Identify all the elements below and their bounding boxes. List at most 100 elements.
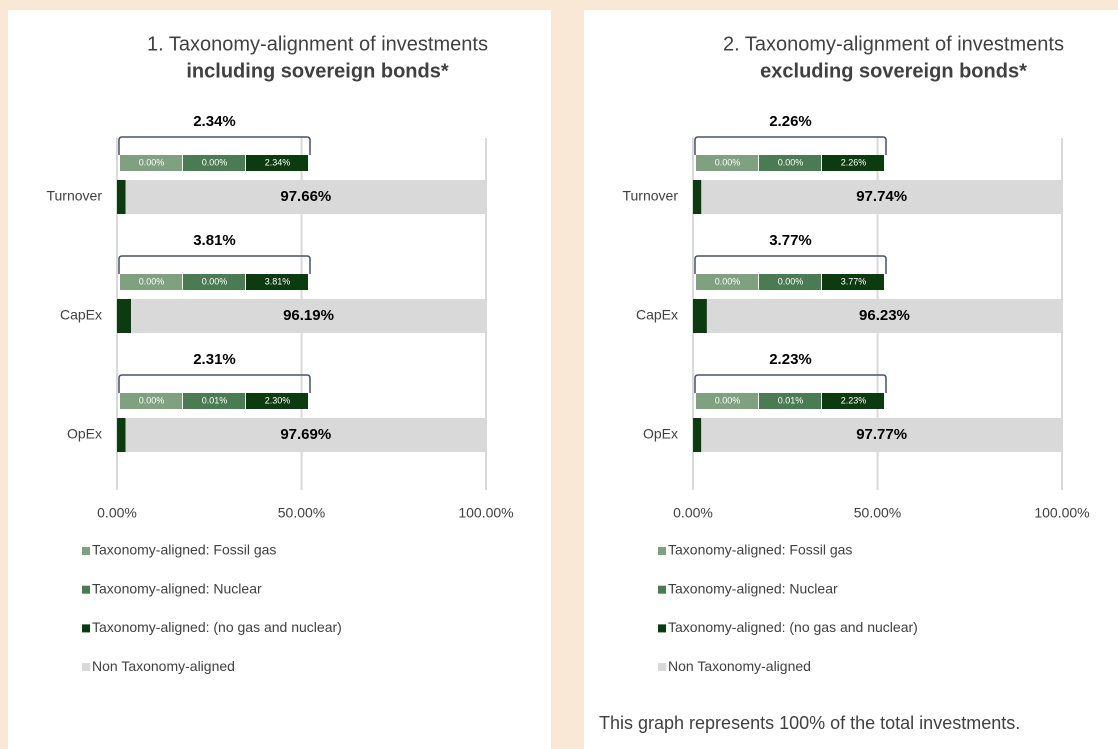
- breakdown-label: 0.00%: [715, 276, 741, 286]
- chart-title: 2. Taxonomy-alignment of investments: [723, 33, 1064, 55]
- legend-label: Taxonomy-aligned: Fossil gas: [92, 542, 276, 558]
- bar-segment: [117, 299, 132, 333]
- breakdown-label: 0.00%: [202, 276, 228, 286]
- footnote: This graph represents 100% of the total …: [599, 713, 1020, 733]
- panel: [8, 10, 551, 749]
- panel: [584, 10, 1118, 749]
- y-tick-label: OpEx: [643, 426, 678, 442]
- bracket: [118, 374, 311, 393]
- legend-label: Non Taxonomy-aligned: [92, 658, 235, 674]
- breakdown-box: [120, 393, 182, 409]
- bar-segment: [706, 299, 1062, 333]
- x-tick-label: 50.00%: [854, 505, 901, 521]
- x-tick-label: 0.00%: [673, 505, 713, 521]
- y-tick-label: Turnover: [46, 188, 102, 204]
- breakdown-label: 3.81%: [265, 276, 291, 286]
- legend-label: Taxonomy-aligned: (no gas and nuclear): [92, 619, 342, 635]
- breakdown-box: [246, 393, 308, 409]
- breakdown-box: [696, 393, 758, 409]
- value-label: 96.19%: [283, 307, 334, 324]
- x-tick-label: 100.00%: [1034, 505, 1089, 521]
- total-label: 2.34%: [193, 113, 236, 130]
- bar-segment: [693, 180, 702, 214]
- legend-swatch: [658, 547, 666, 555]
- legend-label: Non Taxonomy-aligned: [668, 658, 811, 674]
- breakdown-box: [822, 274, 884, 290]
- total-label: 3.81%: [193, 232, 236, 249]
- breakdown-label: 0.00%: [778, 157, 804, 167]
- breakdown-label: 0.00%: [778, 276, 804, 286]
- breakdown-label: 0.00%: [139, 276, 165, 286]
- y-tick-label: CapEx: [60, 307, 102, 323]
- breakdown-label: 0.00%: [139, 395, 165, 405]
- x-tick-label: 0.00%: [97, 505, 137, 521]
- legend-swatch: [82, 585, 90, 594]
- legend-label: Taxonomy-aligned: Fossil gas: [668, 542, 852, 558]
- legend-swatch: [658, 624, 666, 633]
- x-tick-label: 100.00%: [458, 505, 513, 521]
- bar-segment: [701, 418, 1063, 452]
- breakdown-box: [246, 155, 308, 171]
- breakdown-box: [759, 393, 821, 409]
- total-label: 3.77%: [769, 232, 812, 249]
- legend-swatch: [82, 547, 90, 555]
- breakdown-label: 0.01%: [202, 395, 228, 405]
- legend-swatch: [82, 663, 90, 672]
- breakdown-box: [822, 155, 884, 171]
- breakdown-box: [822, 393, 884, 409]
- y-tick-label: OpEx: [67, 426, 102, 442]
- bar-segment: [701, 180, 1062, 214]
- value-label: 97.74%: [856, 188, 907, 205]
- bar-segment: [125, 418, 487, 452]
- breakdown-box: [120, 155, 182, 171]
- breakdown-label: 0.00%: [202, 157, 228, 167]
- breakdown-label: 3.77%: [841, 276, 867, 286]
- x-tick-label: 50.00%: [278, 505, 325, 521]
- breakdown-label: 0.00%: [139, 157, 165, 167]
- legend-label: Taxonomy-aligned: Nuclear: [92, 580, 262, 596]
- value-label: 97.69%: [280, 426, 331, 443]
- chart-title: 1. Taxonomy-alignment of investments: [147, 33, 488, 55]
- breakdown-box: [120, 274, 182, 290]
- value-label: 97.77%: [856, 426, 907, 443]
- legend-swatch: [658, 663, 666, 672]
- bracket: [694, 374, 887, 393]
- breakdown-label: 0.01%: [778, 395, 804, 405]
- bar-segment: [693, 299, 707, 333]
- y-tick-label: CapEx: [636, 307, 678, 323]
- bracket: [694, 255, 887, 274]
- breakdown-box: [759, 274, 821, 290]
- bar-segment: [131, 299, 486, 333]
- breakdown-box: [696, 274, 758, 290]
- total-label: 2.26%: [769, 113, 812, 130]
- y-tick-label: Turnover: [622, 188, 678, 204]
- total-label: 2.31%: [193, 351, 236, 368]
- legend-label: Taxonomy-aligned: Nuclear: [668, 580, 838, 596]
- breakdown-box: [759, 155, 821, 171]
- breakdown-label: 2.23%: [841, 395, 867, 405]
- breakdown-label: 2.26%: [841, 157, 867, 167]
- chart-subtitle: including sovereign bonds*: [186, 60, 448, 82]
- breakdown-label: 2.34%: [265, 157, 291, 167]
- chart: 1. Taxonomy-alignment of investments incl…: [46, 33, 513, 674]
- bar-segment: [125, 180, 487, 214]
- chart: 2. Taxonomy-alignment of investments excl…: [622, 33, 1089, 674]
- value-label: 97.66%: [280, 188, 331, 205]
- bracket: [694, 136, 887, 155]
- bracket: [118, 136, 311, 155]
- bar-segment: [693, 418, 702, 452]
- breakdown-label: 2.30%: [265, 395, 291, 405]
- breakdown-box: [246, 274, 308, 290]
- value-label: 96.23%: [859, 307, 910, 324]
- breakdown-box: [183, 274, 245, 290]
- bar-segment: [117, 180, 126, 214]
- breakdown-box: [183, 393, 245, 409]
- bracket: [118, 255, 311, 274]
- breakdown-label: 0.00%: [715, 157, 741, 167]
- legend-swatch: [82, 624, 90, 633]
- bar-segment: [117, 418, 126, 452]
- chart-subtitle: excluding sovereign bonds*: [760, 60, 1027, 82]
- breakdown-box: [183, 155, 245, 171]
